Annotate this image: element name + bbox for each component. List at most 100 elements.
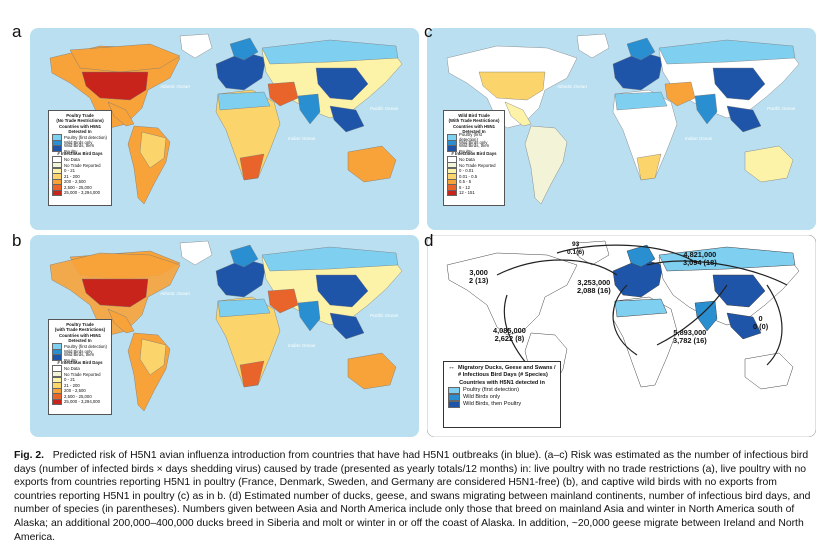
ocean-label-indian: Indian Ocean: [288, 136, 316, 141]
legend-countries-heading: Countries with H5N1 detected in: [459, 380, 545, 387]
swatch: [448, 393, 460, 401]
legend-subtitle: (With Trade Restrictions): [448, 118, 500, 124]
legend-countries-heading: Countries with H5N1 Detected In: [452, 123, 496, 135]
swatch: [448, 400, 460, 408]
land-china: [315, 67, 369, 101]
land-russia: [261, 39, 399, 65]
panel-label-a: a: [12, 22, 22, 41]
ocean-label-pacific: Pacific Ocean: [767, 106, 796, 111]
legend-item: 12 - 151: [447, 189, 501, 197]
land-greenland: [179, 33, 213, 59]
land-china: [712, 67, 766, 101]
arrow-eurasia-loop: [646, 260, 788, 286]
migration-label: 4,085,000 2,622 (8): [493, 326, 526, 343]
land-india: [694, 93, 718, 125]
panel-label-b: b: [12, 231, 22, 250]
swatch: [52, 145, 62, 152]
legend-item: 25,000 - 3,294,000: [52, 398, 108, 406]
land-north-africa: [614, 298, 668, 318]
legend-d: ↔ Migratory Ducks, Geese and Swans / # I…: [443, 361, 561, 428]
legend-days-heading: # Infectious Bird Days: [57, 360, 103, 366]
legend-c: Wild Bird Trade (With Trade Restrictions…: [443, 110, 505, 206]
legend-b: Poultry Trade (with Trade Restrictions) …: [48, 319, 112, 415]
legend-item: Wild Birds, then Poultry: [448, 400, 556, 408]
land-south-africa: [239, 153, 265, 181]
migration-label: 93 0.1(6): [567, 241, 585, 256]
legend-item: Wild Birds, then Poultry: [52, 143, 108, 154]
ocean-label-pacific: Pacific Ocean: [370, 313, 399, 318]
land-north-africa: [217, 298, 271, 318]
panel-label-c: c: [424, 22, 433, 41]
legend-title: Poultry Trade: [66, 322, 94, 327]
land-india: [694, 300, 718, 332]
land-central-america: [107, 308, 135, 334]
ocean-label-indian: Indian Ocean: [685, 136, 713, 141]
ocean-label-pacific: Pacific Ocean: [370, 106, 399, 111]
legend-countries-heading: Countries with H5N1 Detected In: [58, 123, 102, 135]
land-middle-east: [267, 288, 299, 314]
land-australia: [744, 145, 794, 183]
legend-title: Wild Bird Trade: [458, 113, 490, 118]
legend-subtitle: (No Trade Restrictions): [56, 118, 104, 124]
land-usa: [81, 71, 149, 101]
legend-a: Poultry Trade (No Trade Restrictions) Co…: [48, 110, 112, 206]
land-middle-east: [664, 81, 696, 107]
figure-number: Fig. 2.: [14, 450, 45, 461]
migration-label: 3,253,000 2,088 (16): [577, 278, 611, 295]
land-brazil: [139, 131, 167, 169]
legend-arrow-row: ↔ Migratory Ducks, Geese and Swans / # I…: [448, 364, 556, 378]
world-map-b: Atlantic Ocean Pacific Ocean Indian Ocea…: [30, 235, 419, 437]
swatch: [448, 386, 460, 394]
panel-b: Atlantic Ocean Pacific Ocean Indian Ocea…: [30, 235, 419, 437]
legend-days-heading: # Infectious Bird Days: [451, 151, 497, 157]
ocean-label-atlantic: Atlantic Ocean: [159, 84, 190, 89]
migration-label: 4,821,000 3,094 (18): [683, 250, 717, 267]
swatch: [52, 354, 62, 361]
migration-label: 3,000 2 (13): [469, 268, 489, 285]
land-scandinavia: [229, 37, 259, 61]
ocean-label-indian: Indian Ocean: [288, 343, 316, 348]
land-india: [297, 300, 321, 332]
land-southeast-asia: [726, 105, 762, 133]
land-russia: [261, 246, 399, 272]
arrow-asia-africa: [656, 284, 728, 346]
land-scandinavia: [229, 244, 259, 268]
land-greenland: [179, 240, 213, 266]
migration-label: 0 0 (0): [753, 314, 769, 331]
double-arrow-icon: ↔: [448, 364, 455, 371]
legend-subtitle: (with Trade Restrictions): [54, 327, 106, 333]
world-map-a: Atlantic Ocean Pacific Ocean Indian Ocea…: [30, 28, 419, 230]
land-central-america: [107, 101, 135, 127]
legend-title: Poultry Trade: [66, 113, 94, 118]
land-usa: [81, 278, 149, 308]
land-south-africa: [239, 360, 265, 388]
caption-text: Predicted risk of H5N1 avian influenza i…: [14, 450, 811, 543]
land-usa: [478, 71, 546, 101]
figure-caption: Fig. 2. Predicted risk of H5N1 avian inf…: [14, 449, 818, 544]
swatch: [52, 189, 62, 197]
world-map-c: Atlantic Ocean Pacific Ocean Indian Ocea…: [427, 28, 816, 230]
land-scandinavia: [626, 37, 656, 61]
land-central-america: [504, 101, 532, 127]
legend-item: Wild Birds, then Poultry: [447, 143, 501, 154]
ocean-label-atlantic: Atlantic Ocean: [556, 84, 587, 89]
legend-days-heading: # Infectious Bird Days: [57, 151, 103, 157]
land-canada: [69, 43, 181, 73]
land-southeast-asia: [726, 312, 762, 340]
land-china: [712, 274, 766, 308]
land-australia: [347, 145, 397, 183]
swatch: [447, 189, 457, 197]
panel-c: Atlantic Ocean Pacific Ocean Indian Ocea…: [427, 28, 816, 230]
swatch: [52, 398, 62, 406]
land-middle-east: [267, 81, 299, 107]
arrow-asia-north-america: [556, 244, 698, 264]
land-south-africa: [636, 153, 662, 181]
legend-arrow-text: Migratory Ducks, Geese and Swans / # Inf…: [458, 365, 556, 378]
panel-label-d: d: [424, 231, 434, 250]
land-australia: [744, 352, 794, 390]
land-south-america: [524, 125, 568, 205]
land-scandinavia: [626, 244, 656, 268]
land-north-america: [446, 252, 578, 336]
legend-item: Poultry (first detection): [448, 386, 556, 394]
arrow-asia-australia: [766, 284, 783, 366]
